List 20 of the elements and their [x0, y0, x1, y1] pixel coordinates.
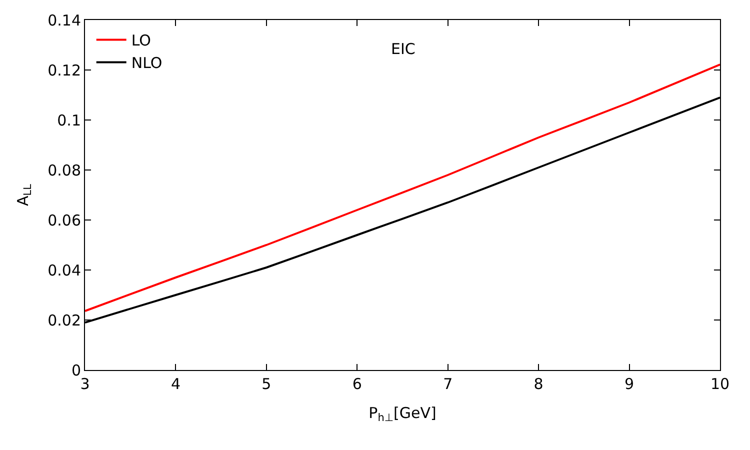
y-tick-label: 0.14: [48, 11, 81, 30]
x-tick-label: 4: [170, 375, 180, 393]
x-tick-label: 9: [624, 375, 634, 393]
y-tick-label: 0.04: [48, 261, 81, 280]
y-tick-label: 0: [71, 361, 81, 380]
y-tick-label: 0.12: [48, 61, 81, 80]
x-axis-title: P$_{h⊥}$[GeV]: [368, 404, 436, 424]
legend-label: LO: [131, 32, 151, 50]
y-tick-label: 0.08: [48, 161, 81, 180]
x-tick-label: 10: [710, 375, 730, 393]
x-tick-label: 5: [262, 375, 272, 393]
y-tick-label: 0.02: [48, 311, 81, 330]
annotation: EIC: [391, 40, 416, 58]
x-tick-label: 7: [443, 375, 453, 393]
x-tick-label: 6: [352, 375, 362, 393]
x-tick-label: 8: [534, 375, 544, 393]
y-tick-label: 0.06: [48, 211, 81, 230]
y-tick-label: 0.1: [57, 111, 81, 130]
legend-label: NLO: [131, 54, 162, 72]
x-tick-label: 3: [80, 375, 90, 393]
